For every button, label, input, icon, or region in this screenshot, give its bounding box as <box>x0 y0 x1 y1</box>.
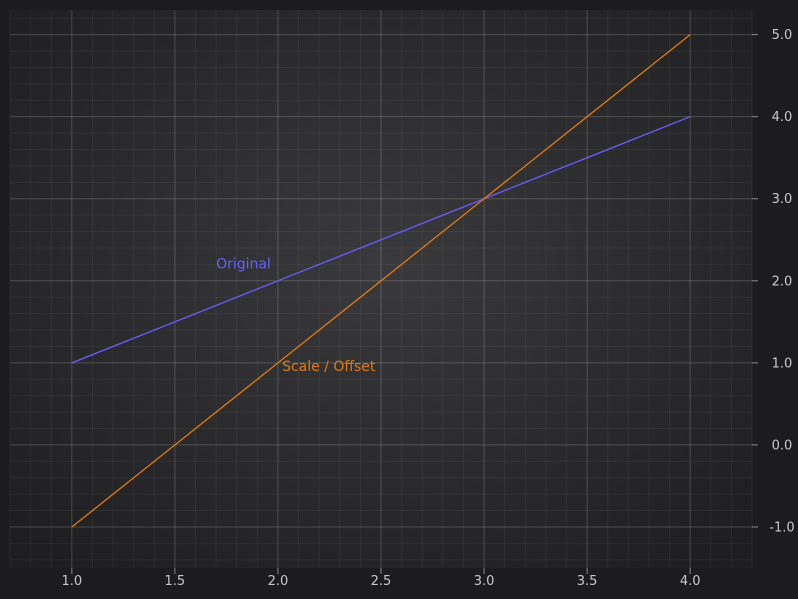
x-tick-label: 3.5 <box>577 574 598 589</box>
series-line-scale-offset <box>71 34 691 528</box>
x-tick-label: 1.0 <box>61 574 82 589</box>
y-tick-label: 1.0 <box>772 356 793 371</box>
y-tick-label: 5.0 <box>772 28 793 43</box>
y-tick-label: 3.0 <box>772 192 793 207</box>
y-tick-label: 2.0 <box>772 274 793 289</box>
series-label-scale-offset: Scale / Offset <box>282 359 376 375</box>
x-tick-label: 2.0 <box>268 574 289 589</box>
y-axis-tick-labels: -1.0 0.0 1.0 2.0 3.0 4.0 5.0 <box>769 28 794 535</box>
series-labels: Original Scale / Offset <box>216 256 376 375</box>
series-label-original: Original <box>216 256 271 272</box>
plot-area <box>10 10 752 568</box>
y-tick-label: 4.0 <box>772 110 793 125</box>
y-tick-label: -1.0 <box>769 520 794 535</box>
x-axis-tick-labels: 1.0 1.5 2.0 2.5 3.0 3.5 4.0 <box>61 574 700 589</box>
minor-grid <box>9 10 753 568</box>
series-line-original <box>71 116 691 364</box>
axis-ticks <box>71 34 758 574</box>
x-tick-label: 1.5 <box>165 574 186 589</box>
y-tick-label: 0.0 <box>772 438 793 453</box>
series-lines <box>71 34 691 528</box>
x-tick-label: 2.5 <box>371 574 392 589</box>
x-tick-label: 3.0 <box>474 574 495 589</box>
x-tick-label: 4.0 <box>680 574 701 589</box>
